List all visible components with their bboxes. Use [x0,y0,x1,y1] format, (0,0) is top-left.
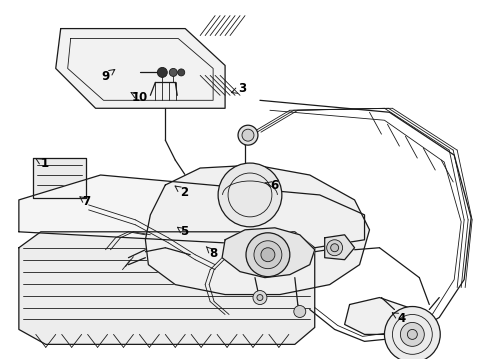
Circle shape [253,291,267,305]
Text: 9: 9 [102,69,110,82]
Text: 3: 3 [239,82,246,95]
Polygon shape [222,228,315,278]
Circle shape [238,125,258,145]
Polygon shape [344,298,419,334]
Text: 4: 4 [397,311,405,325]
Text: 1: 1 [41,157,49,170]
Circle shape [331,244,339,252]
Circle shape [169,68,177,76]
Polygon shape [19,175,365,248]
Circle shape [157,67,167,77]
Text: 8: 8 [209,247,218,260]
Circle shape [178,69,185,76]
Circle shape [257,294,263,301]
Circle shape [294,306,306,318]
Polygon shape [33,158,86,198]
Circle shape [407,329,417,339]
Circle shape [261,248,275,262]
Text: 2: 2 [180,186,188,199]
Circle shape [385,306,440,360]
Circle shape [242,129,254,141]
Circle shape [327,240,343,256]
Polygon shape [19,232,315,345]
Polygon shape [146,165,369,294]
Circle shape [400,323,424,346]
Text: 10: 10 [132,91,148,104]
Text: 6: 6 [270,179,278,192]
Polygon shape [56,28,225,108]
Circle shape [246,233,290,276]
Circle shape [218,163,282,227]
Polygon shape [325,235,355,260]
Text: 7: 7 [82,195,91,208]
Circle shape [254,241,282,269]
Text: 5: 5 [180,225,188,238]
